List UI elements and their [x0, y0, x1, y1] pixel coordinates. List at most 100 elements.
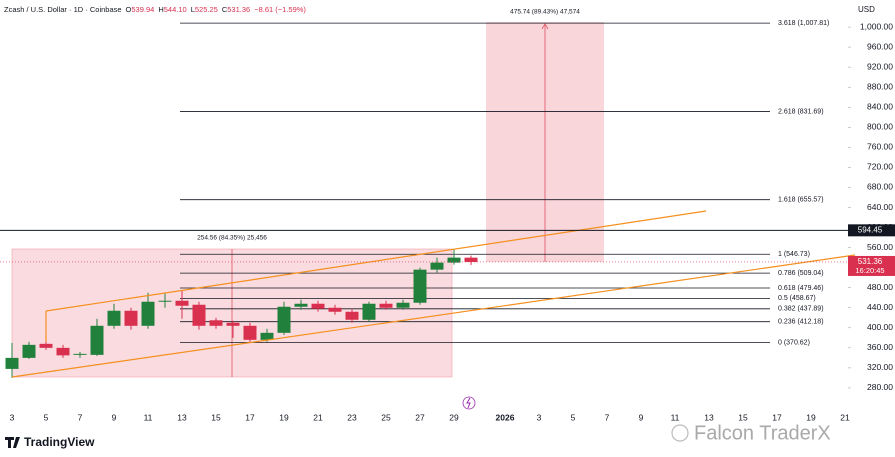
candle-body	[124, 310, 138, 326]
measure-label: 254.56 (84.35%) 25,456	[197, 235, 267, 242]
x-tick-label: 19	[806, 412, 816, 422]
candle-body	[379, 303, 393, 308]
fib-label: 3.618 (1,007.81)	[778, 20, 829, 27]
last-price-label: 531.36	[858, 257, 883, 266]
candle-body	[430, 262, 444, 270]
header-part: 531.36	[227, 5, 250, 14]
candle-body	[464, 257, 478, 262]
y-tick-label: 480.00	[867, 282, 893, 292]
fib-label: 0.618 (479.46)	[778, 285, 824, 292]
event-icon	[466, 397, 471, 409]
fib-label: 0.5 (458.67)	[778, 295, 816, 302]
candle-body	[39, 343, 53, 348]
x-tick-label: 3	[537, 412, 542, 422]
header-part: −8.61 (−1.59%)	[254, 5, 306, 14]
header-part: 539.94	[131, 5, 154, 14]
watermark-icon	[671, 424, 689, 442]
x-tick-label: 17	[772, 412, 782, 422]
y-tick-label: 880.00	[867, 81, 893, 91]
candle-body	[5, 357, 19, 369]
fib-label: 1.618 (655.57)	[778, 197, 824, 204]
header-part: O	[126, 5, 132, 14]
candle-body	[56, 347, 70, 356]
channel-lower	[11, 254, 856, 378]
last-price-tag	[848, 255, 895, 276]
arrow-head	[541, 23, 549, 30]
y-tick-label: 760.00	[867, 142, 893, 152]
logo-text: TradingView	[24, 435, 95, 449]
y-tick-label: 920.00	[867, 61, 893, 71]
y-tick-label: 640.00	[867, 202, 893, 212]
candle-body	[413, 269, 427, 303]
x-tick-label: 11	[671, 412, 680, 422]
x-tick-label: 13	[704, 412, 714, 422]
candle-body	[107, 310, 121, 326]
candle-body	[243, 325, 257, 340]
y-tick-label: 400.00	[867, 322, 893, 332]
x-tick-label: 19	[279, 412, 289, 422]
header-part: L	[191, 5, 195, 14]
header-part: 525.25	[195, 5, 218, 14]
x-tick-label: 25	[381, 412, 391, 422]
x-tick-label: 15	[211, 412, 221, 422]
y-tick-label: 960.00	[867, 41, 893, 51]
candle-body	[362, 303, 376, 320]
candle-body	[311, 303, 325, 309]
x-tick-label: 15	[738, 412, 748, 422]
countdown: 16:20:45	[855, 266, 884, 275]
x-tick-label: 21	[840, 412, 850, 422]
x-tick-label: 11	[144, 412, 153, 422]
candle-body	[158, 300, 172, 302]
fib-levels: 3.618 (1,007.81) 2.618 (831.69) 1.618 (655…	[180, 20, 829, 346]
fib-label: 2.618 (831.69)	[778, 108, 824, 115]
y-tick-label: 360.00	[867, 342, 893, 352]
y-tick-label: 560.00	[867, 242, 893, 252]
x-tick-label: 9	[639, 412, 644, 422]
x-tick-label: 9	[112, 412, 117, 422]
candle-body	[141, 301, 155, 326]
channel-upper	[45, 210, 707, 312]
fib-label: 0.786 (509.04)	[778, 270, 824, 277]
candle-body	[90, 325, 104, 355]
candle-body	[294, 303, 308, 307]
y-tick-label: 320.00	[867, 362, 893, 372]
y-tick-label: 800.00	[867, 122, 893, 132]
time-axis: 3 5 7 9 11 13 15 17 19 21 23 25 27 29 2026 3 5 7 9 11 13 15 17…	[10, 412, 850, 422]
x-tick-label: 27	[415, 412, 425, 422]
header-part: C	[222, 5, 228, 14]
candle-body	[277, 306, 291, 333]
y-tick-label: 440.00	[867, 302, 893, 312]
header-part: Zcash / U.S. Dollar · 1D · Coinbase	[4, 5, 122, 14]
x-tick-label: 29	[449, 412, 459, 422]
candles	[5, 249, 478, 378]
watermark: Falcon TraderX	[694, 422, 831, 444]
y-tick-label: 280.00	[867, 382, 893, 392]
candle-body	[345, 311, 359, 320]
fib-label: 0 (370.62)	[778, 339, 810, 346]
candle-body	[396, 302, 410, 308]
candle-body	[73, 353, 87, 355]
header: Zcash / U.S. Dollar · 1D · Coinbase O539.…	[4, 5, 306, 14]
y-tick-label: 720.00	[867, 162, 893, 172]
y-tick-label: 1,000.00	[860, 21, 893, 31]
price-tag	[848, 224, 895, 237]
x-tick-label: 17	[245, 412, 255, 422]
candle-body	[192, 304, 206, 326]
fib-label: 0.236 (412.18)	[778, 319, 824, 326]
y-tick-label: 680.00	[867, 182, 893, 192]
candle-body	[226, 322, 240, 326]
fib-label: 1 (546.73)	[778, 251, 810, 258]
candle-body	[260, 332, 274, 340]
x-tick-label: 5	[44, 412, 49, 422]
candle-body	[328, 307, 342, 312]
candle-body	[447, 257, 461, 263]
x-tick-label: 7	[605, 412, 610, 422]
candle-body	[209, 320, 223, 326]
header-part: 544.10	[164, 5, 187, 14]
logo: TradingView	[5, 435, 95, 449]
header-part: H	[158, 5, 163, 14]
event-icon	[462, 396, 476, 410]
fib-label: 0.382 (437.89)	[778, 306, 824, 313]
